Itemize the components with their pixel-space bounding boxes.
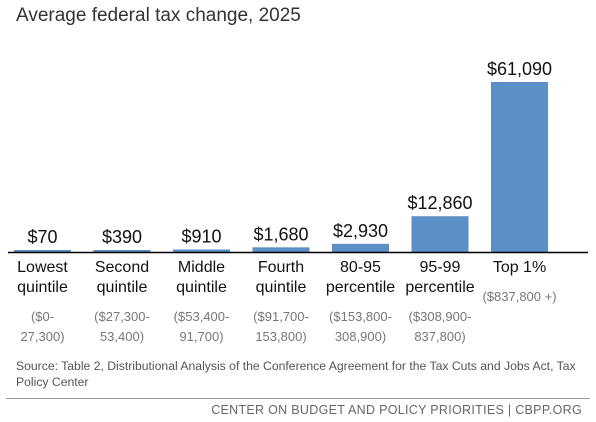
- value-label: $61,090: [487, 59, 552, 79]
- value-label: $12,860: [407, 193, 472, 213]
- income-range: ($153,800- 308,900): [329, 309, 392, 344]
- value-label: $910: [181, 226, 221, 246]
- income-range: ($0- 27,300): [20, 309, 65, 344]
- category-name: 95-99 percentile: [405, 259, 475, 296]
- category-name: 80-95 percentile: [325, 259, 396, 296]
- footer-credit: CENTER ON BUDGET AND POLICY PRIORITIES |…: [211, 403, 582, 417]
- bar: [14, 250, 71, 252]
- category-name: Second quintile: [94, 259, 150, 296]
- bar-chart: $70 $390 $910 $1,680 $2,930 $12,860 $61,090: [8, 59, 588, 254]
- value-label: $2,930: [333, 221, 388, 241]
- bar: [411, 216, 469, 252]
- category-label: Lowest quintile ($0- 27,300): [0, 258, 86, 347]
- category-label: Top 1% ($837,800 +): [477, 258, 563, 307]
- bar: [93, 250, 151, 252]
- income-range: ($53,400- 91,700): [173, 309, 230, 344]
- category-label: Middle quintile ($53,400- 91,700): [159, 258, 245, 347]
- bar: [252, 247, 310, 252]
- category-name: Top 1%: [492, 259, 547, 276]
- category-name: Lowest quintile: [17, 259, 68, 296]
- bar: [332, 243, 389, 252]
- category-label: Fourth quintile ($91,700- 153,800): [238, 258, 324, 347]
- source-note: Source: Table 2, Distributional Analysis…: [16, 359, 576, 389]
- income-range: ($27,300- 53,400): [94, 309, 150, 344]
- category-label: 95-99 percentile ($308,900- 837,800): [397, 258, 483, 347]
- footer-divider: [6, 398, 590, 399]
- income-range: ($308,900- 837,800): [408, 309, 472, 344]
- category-name: Fourth quintile: [255, 259, 307, 296]
- bar: [173, 249, 230, 252]
- value-label: $390: [102, 227, 142, 247]
- bar: [491, 82, 548, 252]
- value-label: $70: [27, 227, 57, 247]
- category-name: Middle quintile: [176, 259, 227, 296]
- category-label: 80-95 percentile ($153,800- 308,900): [318, 258, 404, 347]
- value-label: $1,680: [253, 224, 308, 244]
- category-label: Second quintile ($27,300- 53,400): [79, 258, 165, 347]
- chart-title: Average federal tax change, 2025: [16, 5, 301, 26]
- income-range: ($837,800 +): [482, 289, 557, 304]
- income-range: ($91,700- 153,800): [253, 309, 309, 344]
